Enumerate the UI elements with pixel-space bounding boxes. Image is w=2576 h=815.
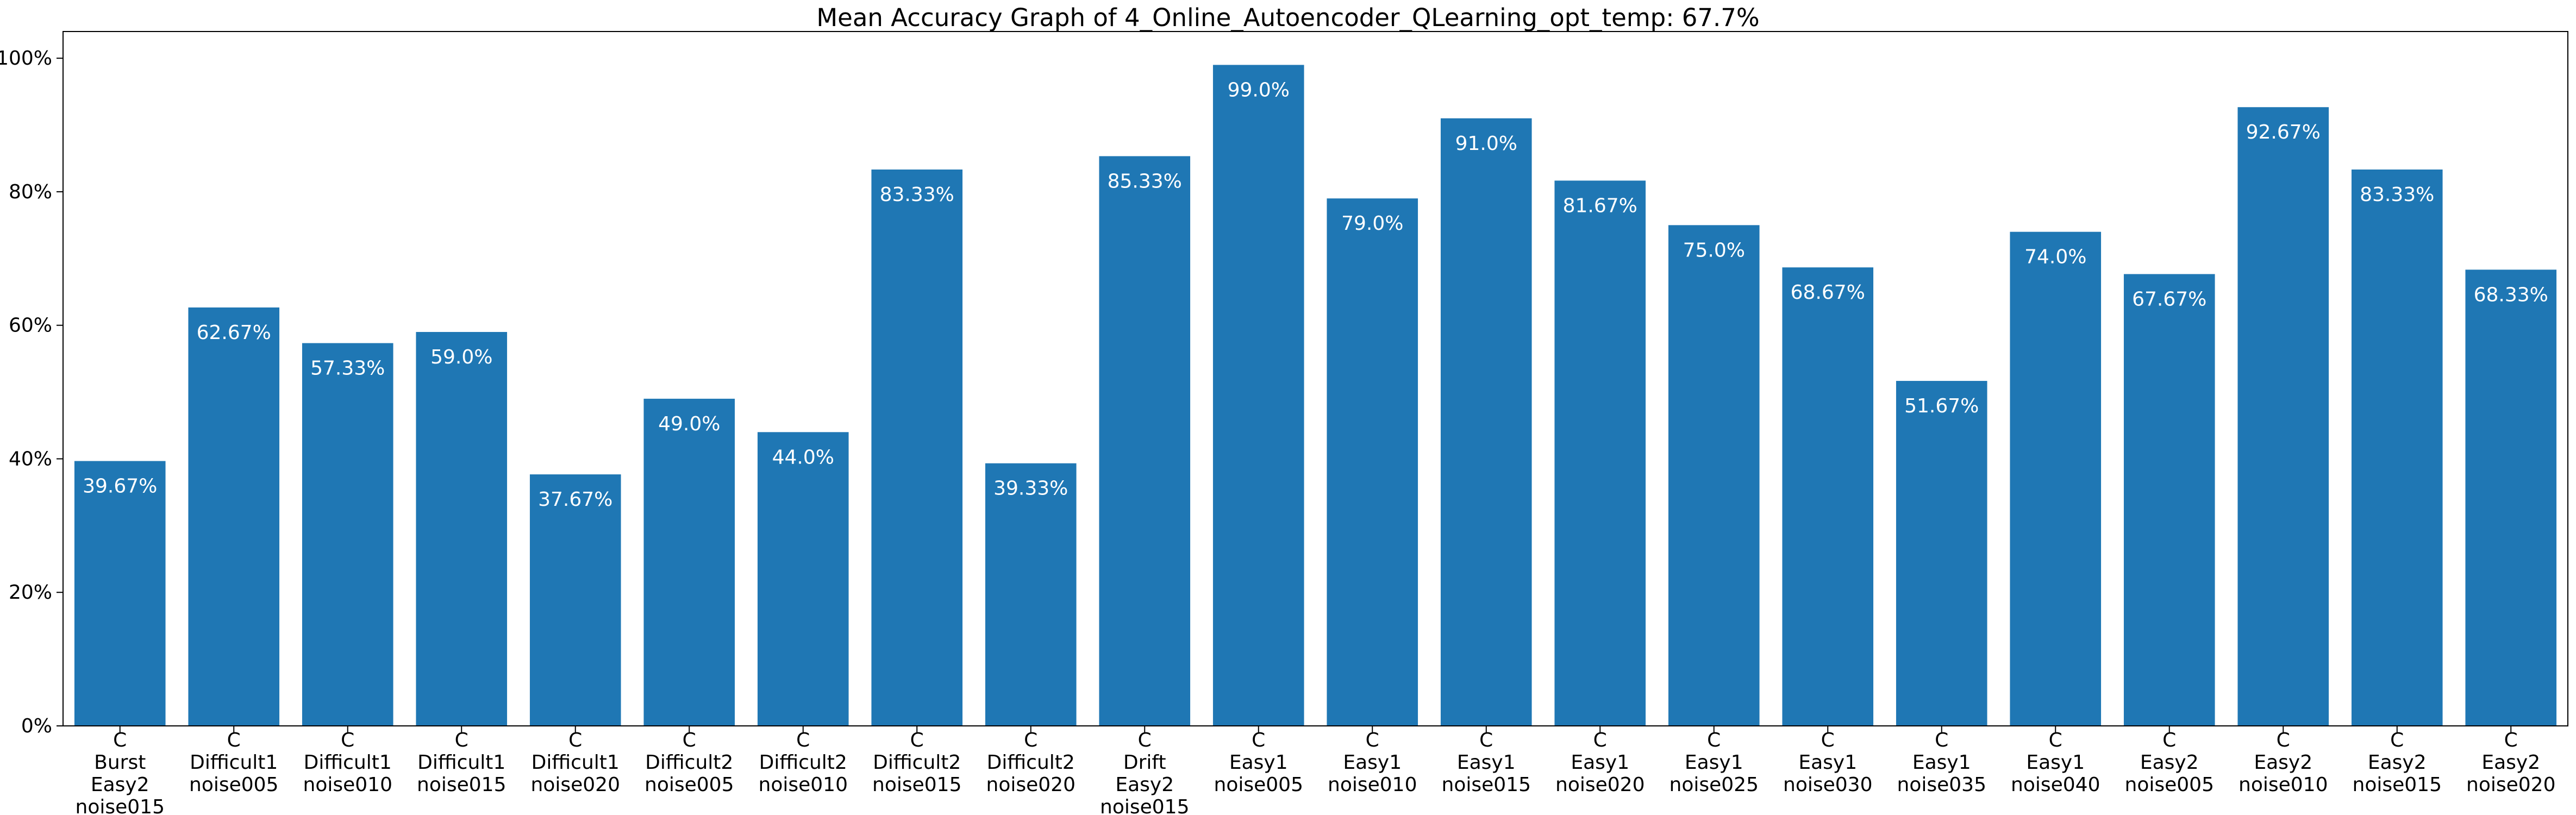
y-axis: 0% 20% 40% 60% 80% 100% — [0, 47, 63, 737]
x-tick-label: C Difficult2 noise015 — [872, 729, 961, 796]
y-tick-label: 40% — [9, 448, 52, 470]
bar-value-label: 62.67% — [197, 322, 271, 344]
bar — [985, 463, 1077, 726]
bar-value-label: 83.33% — [2360, 184, 2434, 206]
bar — [643, 398, 735, 726]
y-tick-label: 100% — [0, 47, 52, 70]
bar — [529, 474, 621, 726]
bar — [416, 331, 508, 726]
bar — [1782, 267, 1874, 726]
x-tick-label: C Easy2 noise020 — [2466, 729, 2555, 796]
bar — [2010, 231, 2102, 726]
x-tick-label: C Difficult2 noise010 — [759, 729, 848, 796]
x-tick-label: C Difficult2 noise005 — [645, 729, 734, 796]
bar-value-label: 59.0% — [430, 346, 492, 368]
bar-value-label: 68.33% — [2474, 284, 2548, 306]
bar — [2123, 274, 2215, 726]
x-axis: C Burst Easy2 noise015 C Difficult1 noise005 C D… — [76, 726, 2555, 815]
x-tick-label: C Easy2 noise010 — [2239, 729, 2328, 796]
bar — [74, 461, 166, 726]
x-tick-label: C Difficult1 noise015 — [417, 729, 506, 796]
x-tick-label: C Easy1 noise025 — [1670, 729, 1759, 796]
x-tick-label: C Easy1 noise030 — [1783, 729, 1872, 796]
x-tick-label: C Easy1 noise040 — [2011, 729, 2100, 796]
bar — [1099, 156, 1191, 726]
bar-value-label: 91.0% — [1455, 133, 1517, 155]
y-tick-label: 20% — [9, 581, 52, 604]
bar — [1554, 180, 1646, 726]
bar-value-label: 74.0% — [2024, 246, 2086, 268]
bar — [302, 343, 393, 726]
bar-value-label: 83.33% — [880, 184, 954, 206]
bar-value-label: 92.67% — [2246, 121, 2321, 143]
x-tick-label: C Easy1 noise010 — [1328, 729, 1417, 796]
x-tick-label: C Easy1 noise005 — [1214, 729, 1303, 796]
bar-value-label: 67.67% — [2132, 288, 2206, 310]
x-tick-label: C Burst Easy2 noise015 — [76, 729, 165, 815]
bar-value-label: 51.67% — [1904, 395, 1979, 417]
bar — [1327, 198, 1418, 726]
x-tick-label: C Difficult1 noise020 — [531, 729, 620, 796]
bar — [2237, 107, 2329, 726]
bar-value-label: 37.67% — [538, 488, 612, 511]
y-tick-label: 0% — [21, 715, 52, 737]
bar — [2465, 269, 2557, 726]
chart-title: Mean Accuracy Graph of 4_Online_Autoenco… — [816, 3, 1759, 32]
x-tick-label: C Easy1 noise015 — [1442, 729, 1531, 796]
bar-value-label: 75.0% — [1683, 239, 1745, 261]
bar-value-label: 39.67% — [83, 475, 157, 498]
bar — [757, 432, 849, 726]
bar — [188, 307, 280, 726]
bar-value-label: 99.0% — [1228, 79, 1290, 101]
y-tick-label: 80% — [9, 181, 52, 203]
bar-value-label: 81.67% — [1563, 195, 1637, 217]
bar-value-label: 39.33% — [993, 478, 1068, 500]
plot-area-frame — [62, 31, 2568, 726]
bar — [1896, 381, 1987, 726]
x-tick-label: C Difficult2 noise020 — [986, 729, 1076, 796]
bar — [1440, 118, 1532, 726]
bar-value-label: 85.33% — [1108, 170, 1182, 192]
x-tick-label: C Easy2 noise015 — [2353, 729, 2442, 796]
bar — [1668, 225, 1760, 726]
y-tick-label: 60% — [9, 315, 52, 337]
x-tick-label: C Easy1 noise020 — [1555, 729, 1645, 796]
bar — [2351, 170, 2443, 726]
bar-value-label: 49.0% — [658, 413, 720, 435]
bar — [1212, 65, 1304, 726]
x-tick-label: C Difficult1 noise005 — [189, 729, 278, 796]
x-tick-label: C Drift Easy2 noise015 — [1100, 729, 1189, 815]
x-tick-label: C Easy2 noise005 — [2125, 729, 2214, 796]
bar-value-label: 79.0% — [1341, 212, 1403, 235]
bar-value-label: 57.33% — [310, 358, 385, 380]
bar-value-label: 68.67% — [1791, 281, 1865, 304]
bars: 39.67% 62.67% 57.33% 59.0% 37.67% 49.0% 44.0% 8… — [74, 65, 2557, 726]
x-tick-label: C Difficult1 noise010 — [303, 729, 392, 796]
x-tick-label: C Easy1 noise035 — [1897, 729, 1986, 796]
bar-value-label: 44.0% — [772, 446, 834, 468]
bar — [871, 170, 963, 726]
